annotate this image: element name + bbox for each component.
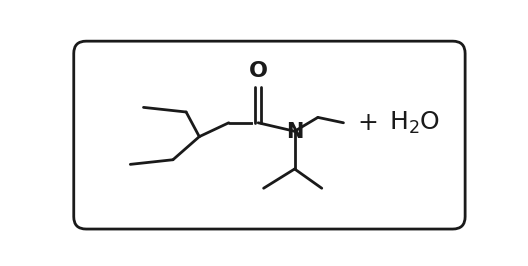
Text: O: O bbox=[249, 61, 268, 81]
Text: N: N bbox=[286, 122, 303, 142]
FancyBboxPatch shape bbox=[74, 41, 465, 229]
Text: H$_2$O: H$_2$O bbox=[389, 110, 440, 136]
Text: +: + bbox=[358, 111, 379, 135]
